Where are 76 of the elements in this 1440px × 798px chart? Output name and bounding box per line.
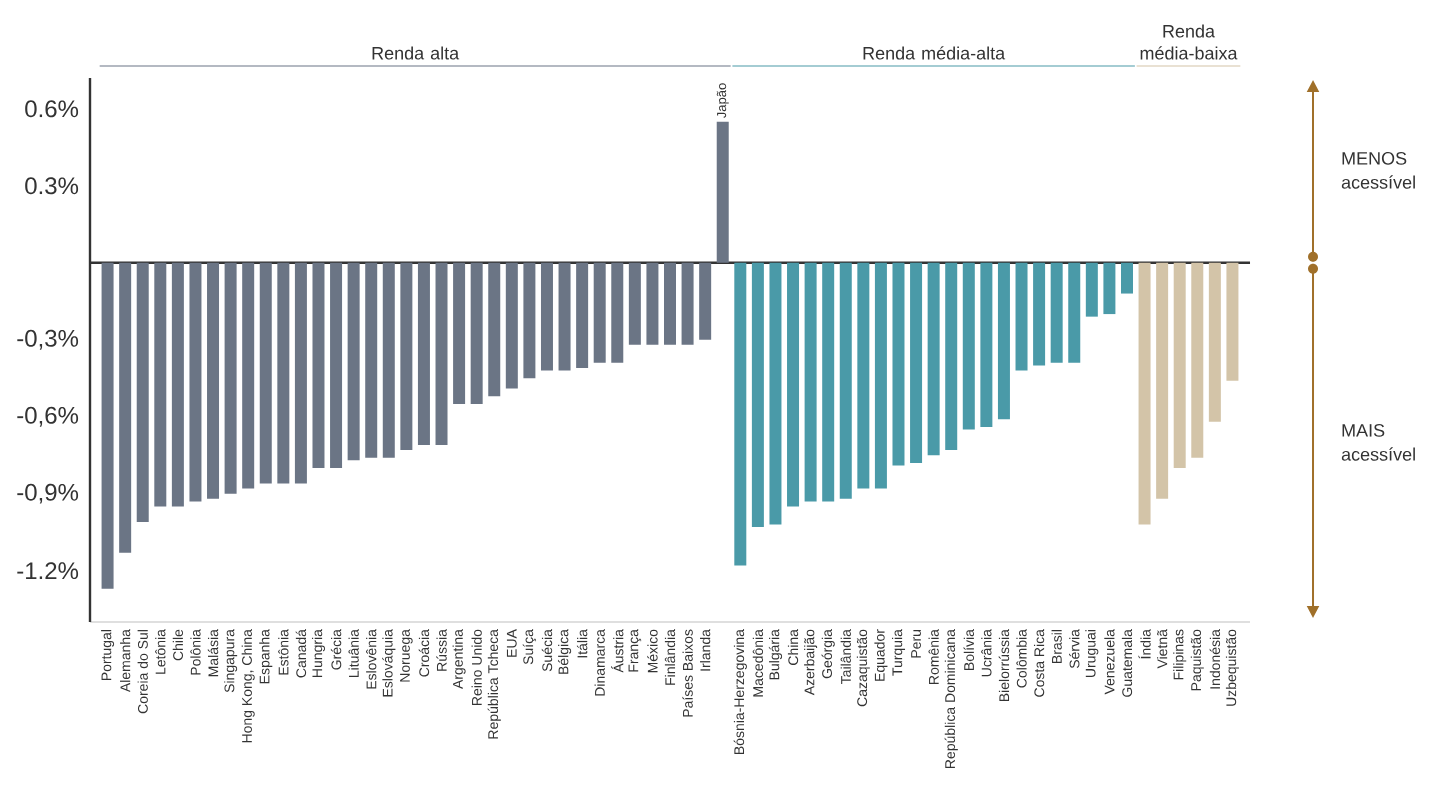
x-tick-label: Venezuela (1104, 629, 1115, 695)
x-tick-label: Costa Rica (1033, 629, 1045, 697)
text: MENOS acessível (1341, 151, 1415, 189)
x-tick-label: EUA (506, 629, 517, 657)
y-tick-label: 0.3% (25, 177, 79, 195)
x-tick-label: Noruega (400, 629, 413, 682)
x-tick-label: Indonésia (1209, 629, 1221, 689)
x-tick-label: Hong Kong, China (241, 629, 255, 743)
y-tick-label: 0.6% (25, 100, 79, 118)
x-tick-label: Rússia (436, 629, 447, 671)
x-tick-label: Peru (911, 630, 921, 658)
x-tick-label: Argentina (452, 629, 466, 689)
x-tick-label: Lituânia (348, 629, 359, 677)
x-tick-label: Suíça (522, 629, 537, 665)
x-tick-label: República Tcheca (487, 629, 501, 739)
x-tick-label: Geórgia (821, 629, 835, 679)
x-tick-label: Filipinas (1173, 629, 1187, 680)
x-tick-label: China (787, 629, 799, 665)
x-tick-label: Canadá (295, 629, 307, 678)
x-tick-label: Polônia (190, 629, 201, 675)
x-tick-label: Países Baixos (682, 629, 693, 717)
x-tick-label: Cazaquistão (856, 629, 870, 707)
x-tick-label: Itália (576, 629, 588, 658)
x-tick-label: Portugal (101, 630, 115, 681)
x-tick-label: Japão (716, 83, 729, 119)
x-tick-label: Chile (172, 629, 184, 661)
y-tick-label: -0,9% (17, 483, 79, 504)
y-tick-label: -0,3% (17, 329, 79, 350)
x-tick-label: Malásia (207, 629, 219, 677)
x-tick-label: Sérvia (1069, 629, 1080, 669)
x-tick-label: Guatemala (1121, 629, 1133, 697)
x-tick-label: Bolívia (963, 629, 975, 670)
x-tick-label: Espanha (259, 629, 273, 684)
x-tick-label: Uzbequistão (1225, 629, 1239, 706)
x-tick-label: Turquia (891, 629, 906, 676)
x-tick-label: Finlândia (664, 629, 676, 685)
text: Renda média-baixa (1140, 24, 1238, 60)
x-tick-label: Áustria (611, 629, 624, 673)
x-tick-label: Uruguai (1085, 630, 1099, 678)
x-tick-label: Bielorrússia (998, 629, 1010, 702)
x-tick-label: Estônia (278, 629, 289, 675)
x-tick-label: Eslovênia (366, 629, 377, 689)
x-tick-label: Bulgária (768, 629, 783, 680)
text: Renda alta (372, 46, 460, 60)
x-tick-label: Vietnã (1157, 629, 1168, 669)
y-tick-label: -1.2% (17, 562, 79, 580)
x-tick-label: Equador (874, 629, 888, 681)
x-tick-label: Singapura (224, 629, 238, 693)
x-tick-label: Croácia (418, 629, 430, 677)
x-tick-label: Reino Unido (471, 629, 482, 705)
x-tick-label: Letônia (155, 629, 166, 674)
x-tick-label: Eslováquia (382, 629, 396, 697)
x-tick-label: Suécia (541, 629, 553, 672)
x-tick-label: Alemanha (120, 629, 131, 693)
x-tick-label: Irlanda (700, 629, 711, 671)
x-tick-label: Coreia do Sul (137, 630, 148, 714)
x-tick-label: República Dominicana (944, 629, 958, 768)
x-tick-label: Macedônia (752, 629, 764, 697)
x-tick-label: Tailândia (840, 629, 851, 685)
x-tick-label: Romênia (928, 629, 939, 684)
x-tick-label: Hungria (311, 629, 326, 677)
x-tick-label: Dinamarca (594, 629, 605, 696)
x-tick-label: Ucrânia (981, 629, 992, 677)
text: Renda média-alta (863, 46, 1006, 60)
x-tick-label: Paquistão (1190, 629, 1204, 691)
x-tick-label: Índia (1138, 629, 1151, 659)
x-tick-label: Azerbaijão (804, 629, 818, 696)
x-tick-label: Bósnia-Herzegovina (733, 629, 747, 754)
x-tick-label: Grécia (330, 629, 342, 670)
x-tick-label: França (628, 629, 642, 672)
x-tick-label: Brasil (1051, 630, 1062, 663)
x-tick-label: Bélgica (557, 629, 572, 674)
text: MAIS acessível (1341, 423, 1415, 461)
x-tick-label: México (647, 629, 658, 673)
x-tick-label: Colômbia (1016, 629, 1027, 688)
y-tick-label: -0,6% (17, 406, 79, 427)
